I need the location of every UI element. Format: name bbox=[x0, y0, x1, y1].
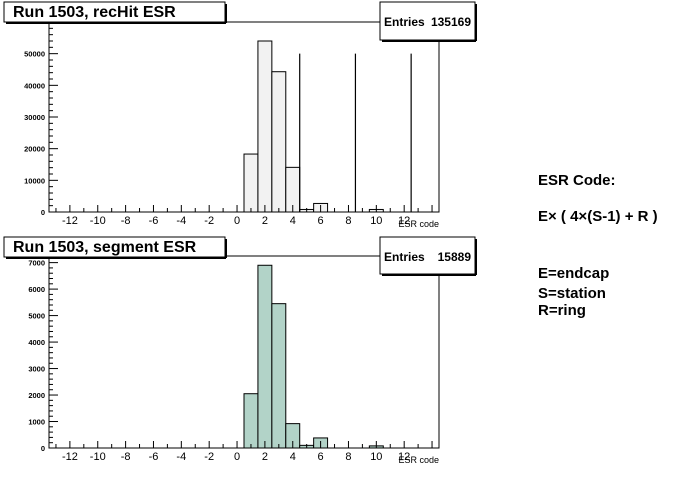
legend-def-endcap: E=endcap bbox=[538, 265, 610, 282]
x-axis-label: ESR code bbox=[398, 455, 439, 465]
legend-heading: ESR Code: bbox=[538, 172, 616, 189]
y-tick-label: 0 bbox=[41, 208, 45, 217]
x-tick-label: -2 bbox=[204, 215, 214, 227]
x-tick-label: -8 bbox=[121, 215, 131, 227]
stats-value: 15889 bbox=[438, 250, 472, 264]
x-tick-label: -4 bbox=[176, 451, 186, 463]
x-tick-label: 12 bbox=[398, 451, 410, 463]
x-tick-label: -2 bbox=[204, 451, 214, 463]
x-tick-label: -10 bbox=[90, 451, 106, 463]
x-tick-label: -4 bbox=[176, 215, 186, 227]
legend-formula: E× ( 4×(S-1) + R ) bbox=[538, 208, 658, 225]
stats-value: 135169 bbox=[431, 15, 471, 29]
x-tick-label: -6 bbox=[149, 215, 159, 227]
histogram-bar bbox=[243, 393, 259, 449]
y-tick-label: 40000 bbox=[24, 81, 45, 90]
x-tick-label: -12 bbox=[62, 451, 78, 463]
histogram-bar bbox=[243, 153, 259, 213]
y-tick-label: 5000 bbox=[28, 312, 45, 321]
y-tick-label: 30000 bbox=[24, 113, 45, 122]
legend-def-station: S=station bbox=[538, 285, 606, 302]
y-tick-label: 1000 bbox=[28, 418, 45, 427]
y-tick-label: 20000 bbox=[24, 145, 45, 154]
x-tick-label: -6 bbox=[149, 451, 159, 463]
x-tick-label: -8 bbox=[121, 451, 131, 463]
y-tick-label: 50000 bbox=[24, 50, 45, 59]
x-tick-label: 6 bbox=[318, 215, 324, 227]
y-tick-label: 6000 bbox=[28, 285, 45, 294]
y-tick-label: 7000 bbox=[28, 259, 45, 268]
histogram-bar bbox=[271, 71, 287, 213]
y-tick-label: 4000 bbox=[28, 338, 45, 347]
x-tick-label: 10 bbox=[370, 451, 382, 463]
legend-def-ring: R=ring bbox=[538, 302, 586, 319]
histogram-bar bbox=[257, 264, 273, 449]
x-tick-label: 2 bbox=[262, 451, 268, 463]
x-tick-label: 10 bbox=[370, 215, 382, 227]
x-tick-label: -10 bbox=[90, 215, 106, 227]
histogram-bar bbox=[271, 303, 287, 449]
chart-title: Run 1503, recHit ESR bbox=[13, 4, 176, 21]
x-tick-label: 4 bbox=[290, 451, 296, 463]
x-tick-label: 12 bbox=[398, 215, 410, 227]
stats-label: Entries bbox=[384, 250, 425, 264]
x-tick-label: 8 bbox=[345, 451, 351, 463]
y-tick-label: 10000 bbox=[24, 176, 45, 185]
chart-title: Run 1503, segment ESR bbox=[13, 239, 197, 256]
stats-label: Entries bbox=[384, 15, 425, 29]
y-tick-label: 0 bbox=[41, 444, 45, 453]
x-tick-label: 2 bbox=[262, 215, 268, 227]
x-axis-label: ESR code bbox=[398, 219, 439, 229]
x-tick-label: 0 bbox=[234, 451, 240, 463]
y-tick-label: 2000 bbox=[28, 391, 45, 400]
x-tick-label: 0 bbox=[234, 215, 240, 227]
x-tick-label: 6 bbox=[318, 451, 324, 463]
x-tick-label: 4 bbox=[290, 215, 296, 227]
y-tick-label: 3000 bbox=[28, 365, 45, 374]
y-axis: 0 1000 2000 3000 4000 5000 6000 7000 bbox=[28, 256, 58, 453]
x-tick-label: -12 bbox=[62, 215, 78, 227]
x-tick-label: 8 bbox=[345, 215, 351, 227]
histogram-bar bbox=[257, 40, 273, 213]
